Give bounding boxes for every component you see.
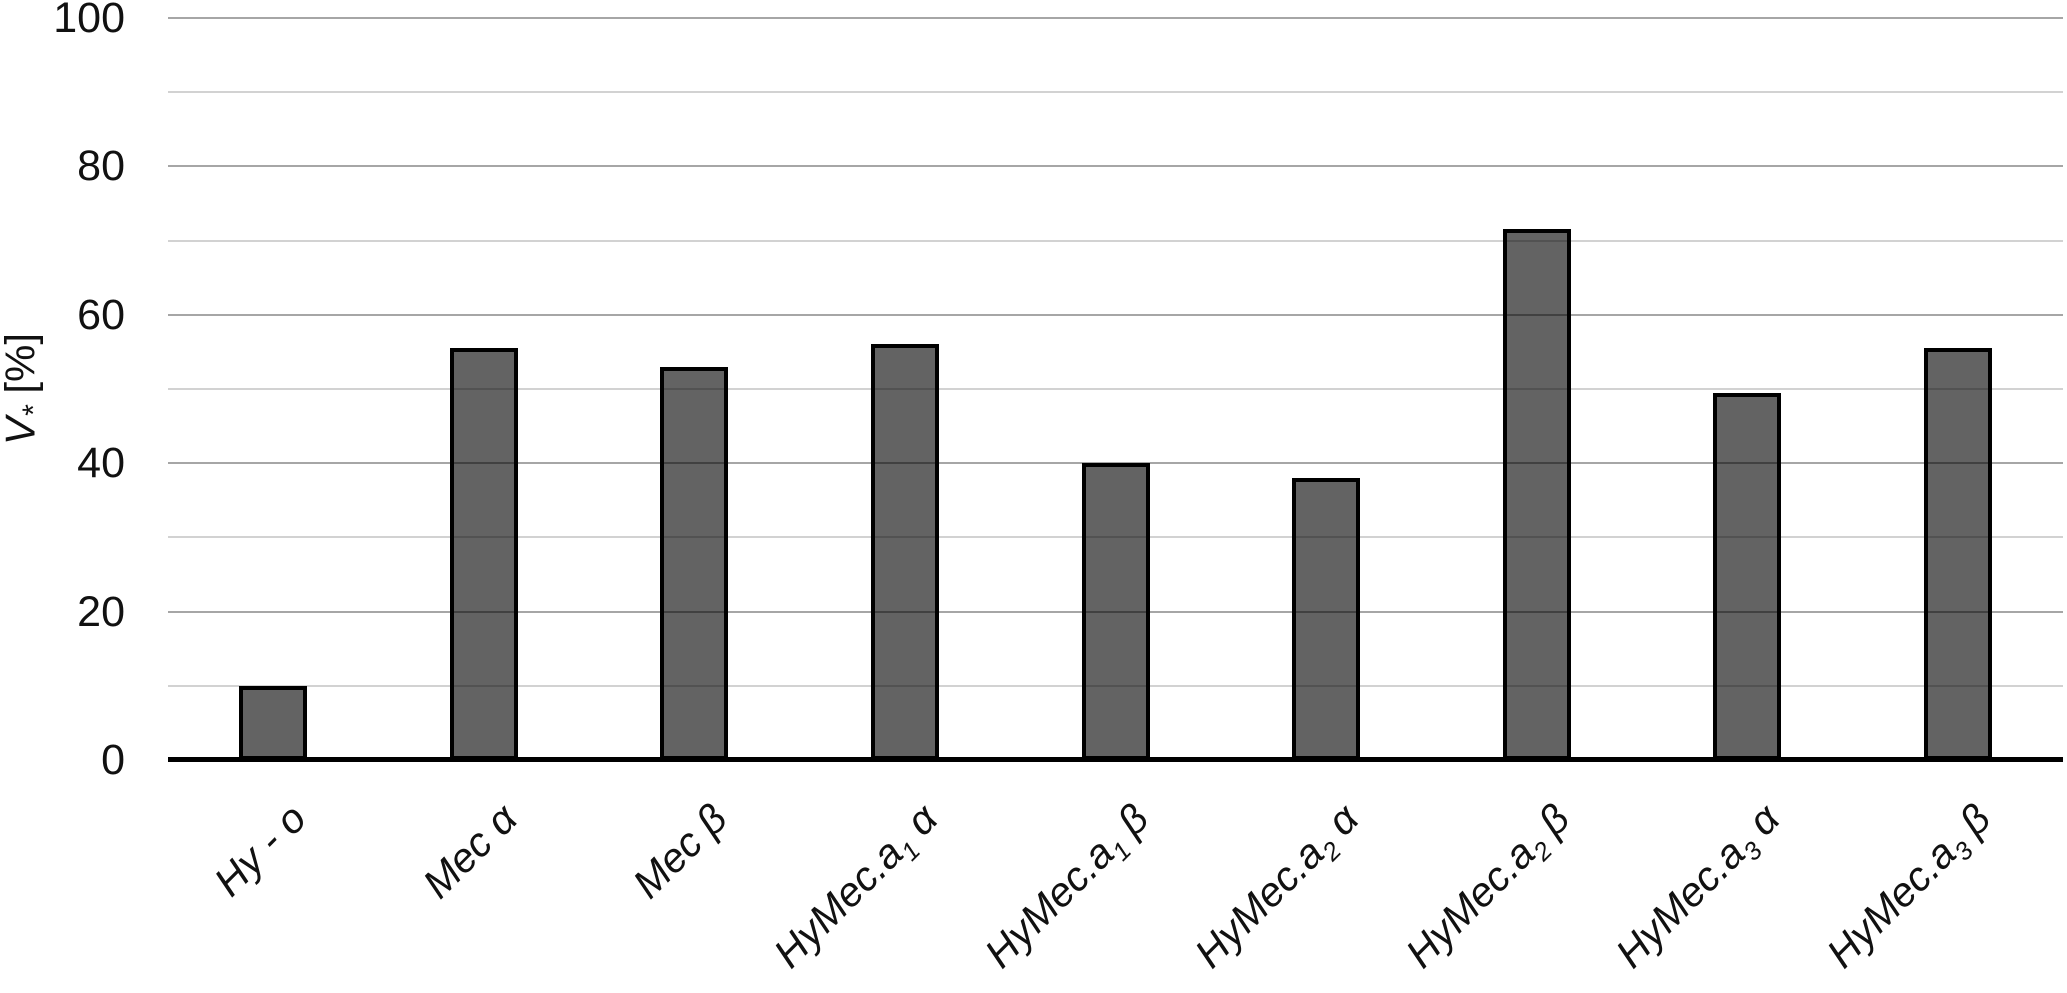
gridline-60 <box>168 313 2063 316</box>
x-category-label-1: Hy - o <box>204 795 315 905</box>
x-category-label-5: HyMec.a1 β <box>975 795 1158 977</box>
gridline-10 <box>168 684 2063 687</box>
gridline-100 <box>168 17 2063 19</box>
y-tick-label-80: 80 <box>77 142 125 191</box>
bar-8 <box>1713 393 1782 760</box>
y-tick-label-100: 100 <box>53 0 125 42</box>
bar-3 <box>660 367 729 760</box>
y-axis-tick-labels: 0 20 40 60 80 100 <box>0 0 130 784</box>
y-tick-label-60: 60 <box>77 290 125 339</box>
gridline-30 <box>168 536 2063 539</box>
gridline-70 <box>168 239 2063 242</box>
bar-2 <box>449 348 518 760</box>
bar-1 <box>239 686 308 760</box>
x-category-label-3: Mec β <box>623 795 736 907</box>
y-tick-label-0: 0 <box>101 736 125 784</box>
plot-area <box>168 17 2063 762</box>
bar-4 <box>870 344 939 760</box>
gridline-20 <box>168 610 2063 613</box>
x-category-label-8: HyMec.a3 α <box>1607 795 1789 977</box>
x-category-label-4: HyMec.a1 α <box>764 795 947 977</box>
gridline-50 <box>168 388 2063 390</box>
bar-6 <box>1292 478 1361 760</box>
bar-9 <box>1923 348 1992 760</box>
gridline-90 <box>168 91 2063 94</box>
x-category-label-6: HyMec.a2 α <box>1186 795 1368 977</box>
x-category-label-2: Mec α <box>413 795 526 907</box>
y-tick-label-20: 20 <box>77 587 125 636</box>
x-axis-line <box>168 757 2063 762</box>
y-tick-label-40: 40 <box>77 439 125 488</box>
bar-7 <box>1502 229 1571 760</box>
x-category-label-7: HyMec.a2 β <box>1396 795 1579 977</box>
gridline-40 <box>168 462 2063 465</box>
x-category-label-9: HyMec.a3 β <box>1817 795 2000 977</box>
gridline-80 <box>168 165 2063 168</box>
